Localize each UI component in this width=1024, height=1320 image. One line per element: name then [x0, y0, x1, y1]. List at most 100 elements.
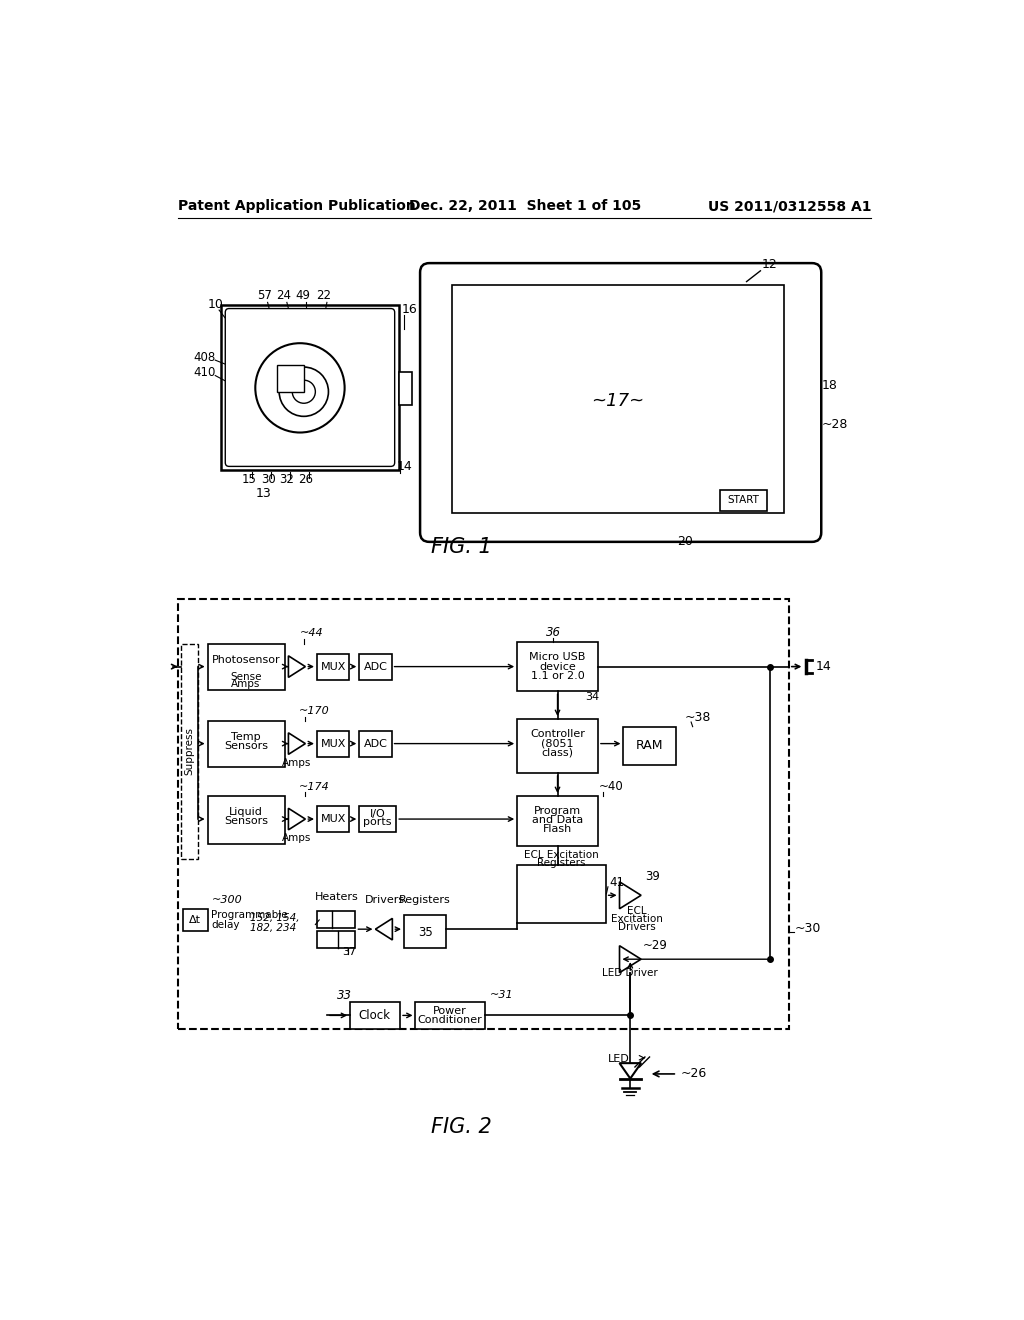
- Bar: [517, 719, 598, 774]
- Bar: [624, 726, 676, 766]
- Text: ~300: ~300: [211, 895, 242, 906]
- Text: 408: 408: [194, 351, 216, 363]
- Text: 36: 36: [547, 626, 561, 639]
- Text: Registers: Registers: [399, 895, 451, 906]
- Text: 410: 410: [194, 366, 216, 379]
- Text: Suppress: Suppress: [184, 727, 195, 775]
- Text: ~28: ~28: [822, 417, 849, 430]
- Text: ports: ports: [364, 817, 392, 828]
- Text: 26: 26: [299, 473, 313, 486]
- FancyBboxPatch shape: [225, 309, 394, 466]
- Text: 182, 234: 182, 234: [250, 923, 296, 933]
- Text: ~30: ~30: [795, 921, 820, 935]
- Text: Patent Application Publication: Patent Application Publication: [178, 199, 416, 213]
- Text: 24: 24: [276, 289, 291, 302]
- Bar: [208, 796, 285, 843]
- Text: Amps: Amps: [283, 758, 311, 768]
- Text: ECL: ECL: [628, 907, 647, 916]
- Text: MUX: MUX: [321, 814, 346, 824]
- Text: 1.1 or 2.0: 1.1 or 2.0: [530, 671, 585, 681]
- Text: Sensors: Sensors: [224, 816, 268, 826]
- Bar: [453, 285, 783, 512]
- Text: Power: Power: [433, 1006, 467, 1016]
- Bar: [359, 653, 391, 680]
- Text: 14: 14: [816, 660, 831, 673]
- Text: Sensors: Sensors: [224, 741, 268, 751]
- Text: MUX: MUX: [321, 739, 346, 748]
- Text: ADC: ADC: [364, 739, 387, 748]
- Text: Liquid: Liquid: [229, 807, 263, 817]
- Text: ~26: ~26: [681, 1068, 708, 1081]
- Bar: [359, 730, 391, 756]
- Text: Amps: Amps: [283, 833, 311, 843]
- Text: Controller: Controller: [530, 730, 585, 739]
- Text: ~38: ~38: [685, 711, 712, 723]
- Text: 18: 18: [822, 379, 838, 392]
- Text: ~40: ~40: [599, 780, 624, 793]
- Text: I/O: I/O: [370, 809, 386, 818]
- Bar: [398, 372, 413, 405]
- Text: 37: 37: [342, 948, 356, 957]
- Bar: [208, 644, 285, 689]
- FancyBboxPatch shape: [420, 263, 821, 543]
- Bar: [221, 305, 398, 470]
- Text: ~170: ~170: [298, 706, 329, 717]
- Bar: [416, 1002, 484, 1028]
- Text: 39: 39: [645, 870, 659, 883]
- Bar: [350, 1002, 400, 1028]
- Text: 35: 35: [418, 925, 432, 939]
- Text: (8051: (8051: [542, 739, 573, 748]
- Text: LED: LED: [608, 1055, 630, 1064]
- Bar: [517, 796, 598, 846]
- Bar: [403, 915, 446, 948]
- Text: Sense: Sense: [230, 672, 262, 681]
- Text: Micro USB: Micro USB: [529, 652, 586, 663]
- Text: ~174: ~174: [298, 781, 329, 792]
- Text: LED Driver: LED Driver: [602, 968, 658, 978]
- Text: Δt: Δt: [189, 915, 202, 925]
- Text: Photosensor: Photosensor: [212, 656, 281, 665]
- Text: Registers: Registers: [537, 858, 586, 869]
- Text: Temp: Temp: [231, 731, 261, 742]
- Text: 10: 10: [208, 298, 223, 312]
- Bar: [180, 644, 198, 859]
- Text: 22: 22: [316, 289, 332, 302]
- Bar: [178, 599, 788, 1028]
- Bar: [517, 866, 605, 923]
- Bar: [183, 909, 208, 931]
- Text: 13: 13: [255, 487, 271, 500]
- Bar: [276, 364, 304, 392]
- Text: 14: 14: [396, 459, 412, 473]
- Bar: [208, 721, 285, 767]
- Text: 33: 33: [337, 989, 352, 1002]
- Text: 32: 32: [280, 473, 294, 486]
- Text: Drivers: Drivers: [618, 921, 656, 932]
- Text: ~17~: ~17~: [591, 392, 644, 411]
- Text: Heaters: Heaters: [315, 892, 358, 902]
- Text: Drivers: Drivers: [365, 895, 404, 906]
- Text: FIG. 2: FIG. 2: [431, 1117, 493, 1137]
- Text: ~29: ~29: [643, 939, 668, 952]
- Text: Dec. 22, 2011  Sheet 1 of 105: Dec. 22, 2011 Sheet 1 of 105: [409, 199, 641, 213]
- Text: START: START: [727, 495, 760, 506]
- Text: MUX: MUX: [321, 661, 346, 672]
- Text: 49: 49: [296, 289, 310, 302]
- Text: 15: 15: [242, 473, 257, 486]
- Text: 20: 20: [677, 536, 693, 548]
- Text: 152, 154,: 152, 154,: [250, 913, 299, 924]
- Text: Programmable: Programmable: [211, 911, 288, 920]
- Text: Flash: Flash: [543, 824, 572, 834]
- Text: Excitation: Excitation: [611, 915, 664, 924]
- Text: ~31: ~31: [489, 990, 513, 1001]
- Text: 34: 34: [585, 693, 599, 702]
- Text: delay: delay: [211, 920, 240, 929]
- Text: 41: 41: [609, 875, 625, 888]
- Text: US 2011/0312558 A1: US 2011/0312558 A1: [708, 199, 871, 213]
- Text: device: device: [540, 661, 575, 672]
- Text: 16: 16: [401, 302, 418, 315]
- Text: FIG. 1: FIG. 1: [431, 537, 493, 557]
- Text: ~44: ~44: [300, 628, 324, 639]
- Bar: [316, 911, 355, 928]
- Bar: [517, 642, 598, 692]
- Bar: [316, 653, 349, 680]
